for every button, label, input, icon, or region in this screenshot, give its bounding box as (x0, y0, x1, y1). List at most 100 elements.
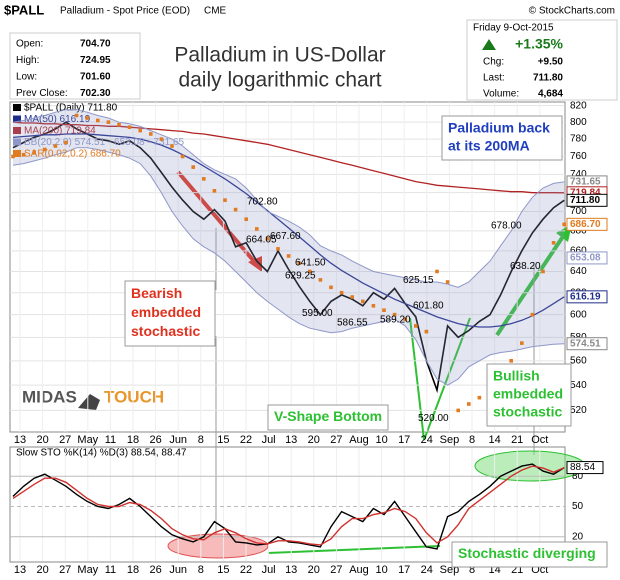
price-label: 589.20 (380, 314, 411, 325)
price-panel (9, 101, 566, 433)
sar-dot (297, 261, 301, 265)
symbol: $PALL (4, 2, 44, 17)
change-percent: +1.35% (515, 36, 563, 52)
x-tick-label: 22 (240, 564, 252, 576)
x-tick-label: Aug (349, 564, 369, 576)
sar-dot (435, 269, 439, 274)
stat-label: Chg: (483, 57, 504, 68)
annotation: Bearish (131, 285, 182, 301)
logo-mark (78, 390, 104, 410)
sar-dot (149, 132, 153, 136)
sar-dot (339, 290, 344, 295)
y-tick-label: 660 (570, 246, 587, 257)
sar-dot (456, 408, 460, 413)
annotation: stochastic (493, 404, 562, 420)
x-tick-label: 8 (198, 564, 204, 576)
sar-dot (286, 254, 291, 258)
sar-dot (32, 150, 36, 154)
x-tick-label: 18 (127, 434, 139, 446)
sar-dot (361, 299, 365, 304)
sar-dot (562, 222, 566, 227)
x-tick-label: 13 (285, 564, 297, 576)
annotation-box (441, 115, 563, 161)
y-tick-label: 700 (570, 206, 587, 217)
sar-dot (138, 128, 142, 133)
sar-dot (371, 303, 376, 308)
instrument-name: Palladium - Spot Price (EOD) (60, 6, 190, 17)
price-label: 625.15 (403, 275, 434, 286)
price-tag-label: 731.65 (570, 177, 601, 188)
annotation: Stochastic diverging (458, 545, 596, 561)
sar-dot (53, 144, 58, 148)
x-tick-label: 11 (105, 564, 116, 576)
price-label: 629.25 (285, 270, 316, 281)
sar-dot (223, 198, 227, 202)
x-tick-label: 20 (308, 434, 320, 446)
legend-entry: MA(200) 719.84 (24, 126, 96, 137)
stoch-panel (9, 446, 566, 563)
sar-dot (233, 207, 238, 212)
x-tick-label: 27 (59, 564, 71, 576)
chart-title: Palladium in US-Dollar (174, 44, 385, 67)
sar-dot (64, 140, 68, 145)
arrow (176, 170, 260, 268)
sar-dot (96, 118, 100, 123)
price-tag-label: 653.08 (570, 253, 601, 264)
sar-dot (318, 278, 323, 282)
stoch-tag-label: 88.54 (570, 462, 595, 473)
x-tick-label: 17 (398, 434, 410, 446)
source: © StockCharts.com (529, 6, 615, 17)
sar-dot (551, 241, 556, 245)
x-tick-label: 11 (105, 434, 116, 446)
sar-dot (159, 137, 164, 141)
price-tag (566, 251, 608, 265)
legend-swatch (13, 127, 21, 134)
legend-swatch (13, 104, 21, 111)
stoch-legend: Slow STO %K(14) %D(3) 88.54, 88.47 (16, 448, 187, 459)
price-label: 702.80 (247, 196, 278, 207)
bollinger-lower (12, 147, 565, 386)
price-label: 601.80 (413, 300, 444, 311)
x-tick-label: 20 (308, 564, 320, 576)
x-tick-label: May (77, 434, 98, 446)
legend-swatch (13, 138, 21, 146)
arrowhead (248, 256, 262, 272)
y-tick-label: 560 (570, 355, 587, 366)
y-tick-label: 20 (572, 531, 584, 542)
x-tick-label: 15 (217, 434, 229, 446)
price-tag (566, 290, 608, 304)
price-label: 664.05 (246, 234, 277, 245)
stat-label: Volume: (483, 89, 519, 100)
price-tag (566, 217, 608, 231)
x-tick-label: Jul (262, 564, 276, 576)
sar-dot (202, 177, 206, 181)
x-tick-label: 15 (217, 564, 229, 576)
sar-dot (530, 312, 535, 317)
y-tick-label: 820 (570, 100, 587, 111)
annotation: embedded (493, 386, 563, 402)
x-tick-label: 26 (149, 434, 161, 446)
y-tick-label: 680 (570, 226, 587, 237)
price-label: 641.50 (295, 258, 326, 269)
stats-box (466, 19, 618, 101)
annotation-box (486, 363, 572, 427)
x-tick-label: 13 (14, 564, 26, 576)
x-tick-label: Jun (169, 434, 187, 446)
y-tick-label: 540 (570, 380, 587, 391)
sar-dot (424, 329, 429, 334)
y-tick-label: 740 (570, 169, 587, 180)
date: Friday 9-Oct-2015 (473, 23, 554, 34)
sar-dot (445, 280, 450, 284)
x-tick-label: 13 (285, 434, 297, 446)
bollinger-band (13, 109, 565, 386)
sar-dot (117, 122, 121, 127)
x-tick-label: 10 (375, 434, 387, 446)
stochastic-line (12, 465, 565, 546)
sar-dot (541, 269, 545, 274)
x-tick-label: 17 (398, 564, 410, 576)
y-tick-label: 80 (572, 471, 584, 482)
y-tick-label: 640 (570, 266, 587, 277)
bollinger-upper (12, 109, 565, 288)
price-label: 586.55 (337, 317, 368, 328)
annotation: embedded (131, 304, 201, 320)
